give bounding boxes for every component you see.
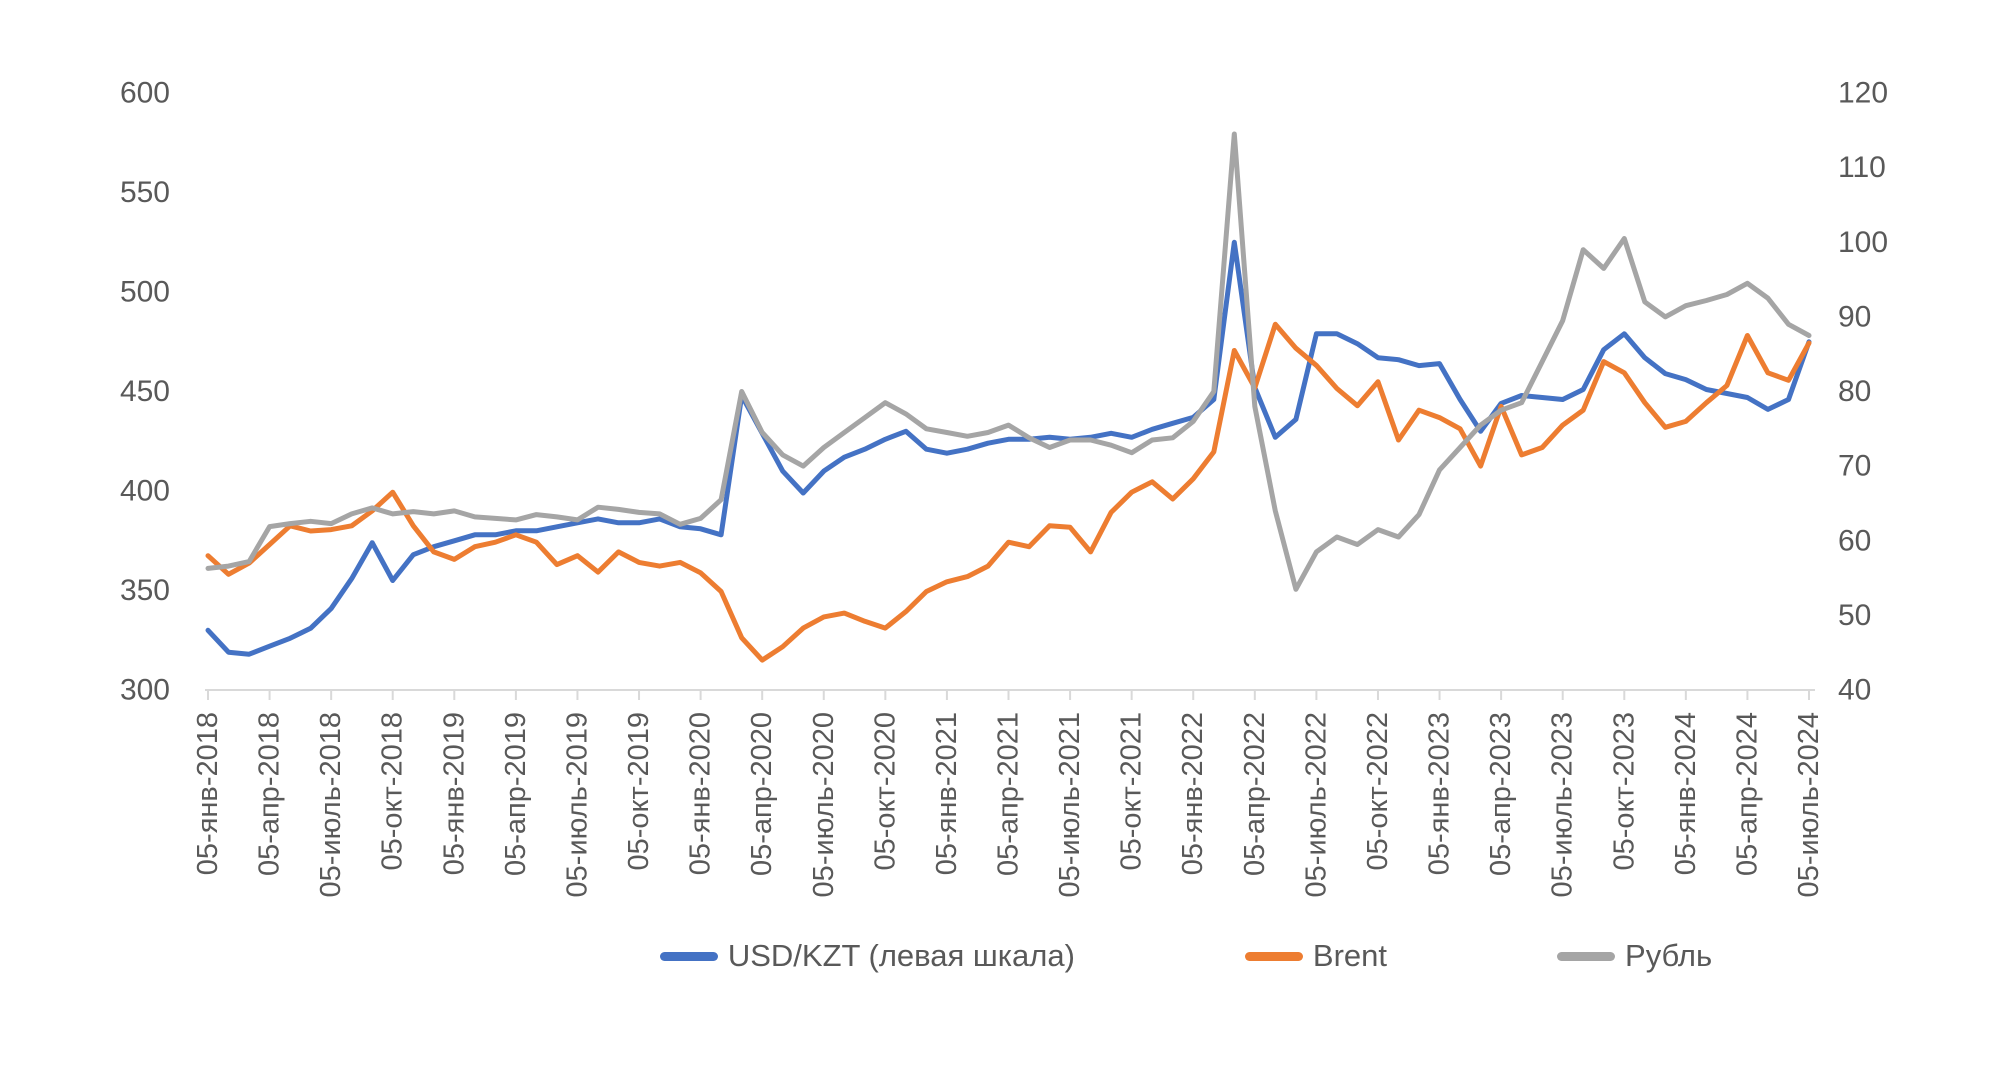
y-right-tick-label: 50 [1838, 599, 1871, 632]
legend-label-brent: Brent [1312, 938, 1388, 973]
legend: USD/KZT (левая шкала) Brent Рубль [360, 938, 2012, 974]
x-tick-label: 05-янв-2022 [1177, 712, 1209, 875]
y-right-tick-label: 60 [1838, 524, 1871, 557]
x-tick-label: 05-апр-2023 [1485, 712, 1517, 876]
x-tick-label: 05-янв-2020 [685, 712, 717, 875]
brent-line-marker [1244, 951, 1303, 961]
y-right-tick-label: 90 [1838, 300, 1871, 333]
x-tick-label: 05-июль-2024 [1793, 712, 1825, 897]
y-right-tick-label: 110 [1838, 151, 1886, 184]
x-tick-label: 05-июль-2020 [808, 712, 840, 897]
y-right-tick-label: 100 [1838, 226, 1888, 259]
y-left-tick-label: 400 [120, 475, 170, 508]
y-right-tick-label: 80 [1838, 375, 1871, 408]
legend-item-ruble: Рубль [1557, 938, 1712, 974]
legend-item-usdkzt: USD/KZT (левая шкала) [659, 938, 1075, 974]
axis-layer: 05-янв-2018 05-апр-2018 05-июль-2018 05-окт… [120, 77, 1888, 898]
x-tick-label: 05-окт-2021 [1116, 712, 1148, 871]
x-tick-label: 05-июль-2021 [1054, 712, 1086, 897]
legend-label-usdkzt: USD/KZT (левая шкала) [727, 938, 1075, 973]
brent-line [205, 321, 1812, 663]
x-tick-label: 05-июль-2018 [315, 712, 347, 897]
x-tick-label: 05-апр-2018 [254, 712, 286, 876]
ruble-line [205, 131, 1812, 592]
x-tick-label: 05-апр-2019 [500, 712, 532, 876]
x-tick-label: 05-янв-2023 [1424, 712, 1456, 875]
x-tick-label: 05-окт-2023 [1608, 712, 1640, 871]
legend-item-brent: Brent [1244, 938, 1388, 974]
usdkzt-line-marker [659, 951, 718, 961]
x-tick-label: 05-окт-2018 [377, 712, 409, 871]
y-right-tick-label: 40 [1838, 674, 1871, 707]
x-tick-label: 05-янв-2021 [931, 712, 963, 875]
y-left-tick-label: 500 [120, 276, 170, 309]
y-left-tick-label: 450 [120, 375, 170, 408]
x-tick-label: 05-янв-2019 [438, 712, 470, 875]
x-tick-label: 05-окт-2019 [623, 712, 655, 871]
legend-label-ruble: Рубль [1625, 938, 1713, 973]
y-left-tick-label: 550 [120, 176, 170, 209]
y-left-tick-label: 300 [120, 674, 170, 707]
usdkzt-line [205, 239, 1812, 657]
x-tick-label: 05-апр-2022 [1239, 712, 1271, 876]
x-tick-label: 05-июль-2023 [1547, 712, 1579, 897]
x-tick-label: 05-июль-2022 [1300, 712, 1332, 897]
x-tick-label: 05-окт-2022 [1362, 712, 1394, 871]
x-tick-label: 05-апр-2020 [746, 712, 778, 876]
x-tick-label: 05-апр-2021 [993, 712, 1025, 876]
x-tick-label: 05-окт-2020 [869, 712, 901, 871]
x-tick-label: 05-янв-2018 [192, 712, 224, 875]
ruble-line-marker [1557, 951, 1616, 961]
y-right-tick-label: 70 [1838, 450, 1871, 483]
series-layer [205, 131, 1812, 663]
y-left-tick-label: 350 [120, 574, 170, 607]
x-tick-label: 05-апр-2024 [1731, 712, 1763, 876]
x-tick-label: 05-июль-2019 [561, 712, 593, 897]
y-right-tick-label: 120 [1838, 77, 1888, 110]
x-tick-label: 05-янв-2024 [1670, 712, 1702, 875]
y-left-tick-label: 600 [120, 77, 170, 110]
